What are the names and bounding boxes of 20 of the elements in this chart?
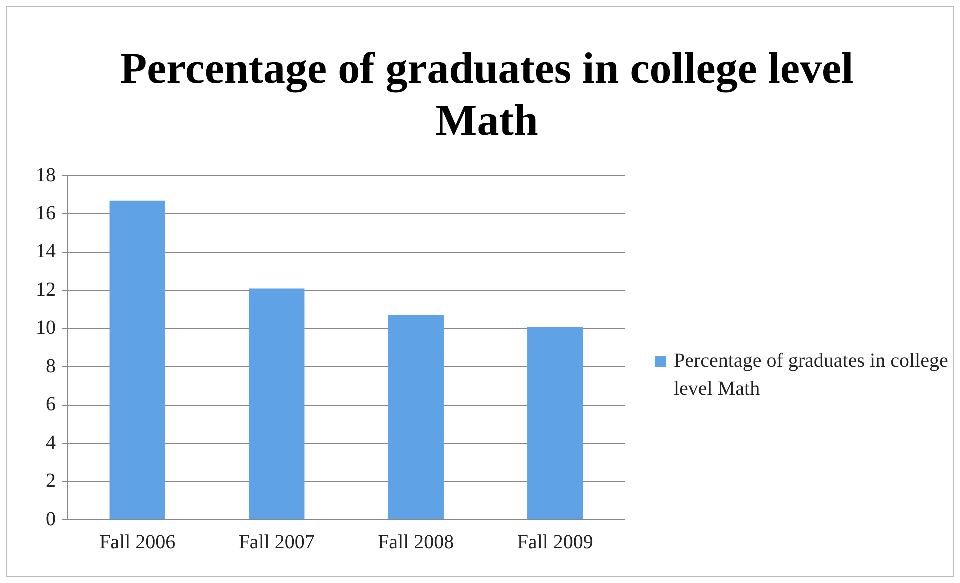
bar — [249, 288, 305, 520]
y-tick-label: 18 — [36, 164, 56, 186]
bar — [388, 316, 444, 520]
x-tick-label: Fall 2006 — [100, 531, 176, 554]
y-tick-label: 10 — [36, 317, 56, 340]
y-tick-label: 2 — [46, 470, 56, 492]
y-tick-label: 8 — [46, 355, 56, 378]
bar — [110, 200, 166, 520]
bar — [528, 326, 584, 520]
y-tick-label: 14 — [36, 240, 56, 263]
y-tick-label: 0 — [46, 508, 56, 530]
y-tick-label: 16 — [36, 202, 56, 224]
y-tick-label: 6 — [46, 394, 56, 416]
y-tick-label: 12 — [36, 278, 56, 301]
x-tick-label: Fall 2008 — [378, 531, 454, 554]
x-tick-label: Fall 2007 — [238, 531, 315, 554]
legend-label: Percentage of graduates in college level Math — [674, 349, 950, 402]
chart-title: Percentage of graduates in college level Math — [119, 43, 855, 147]
y-tick-label: 4 — [46, 432, 56, 454]
x-tick-label: Fall 2009 — [517, 531, 594, 554]
